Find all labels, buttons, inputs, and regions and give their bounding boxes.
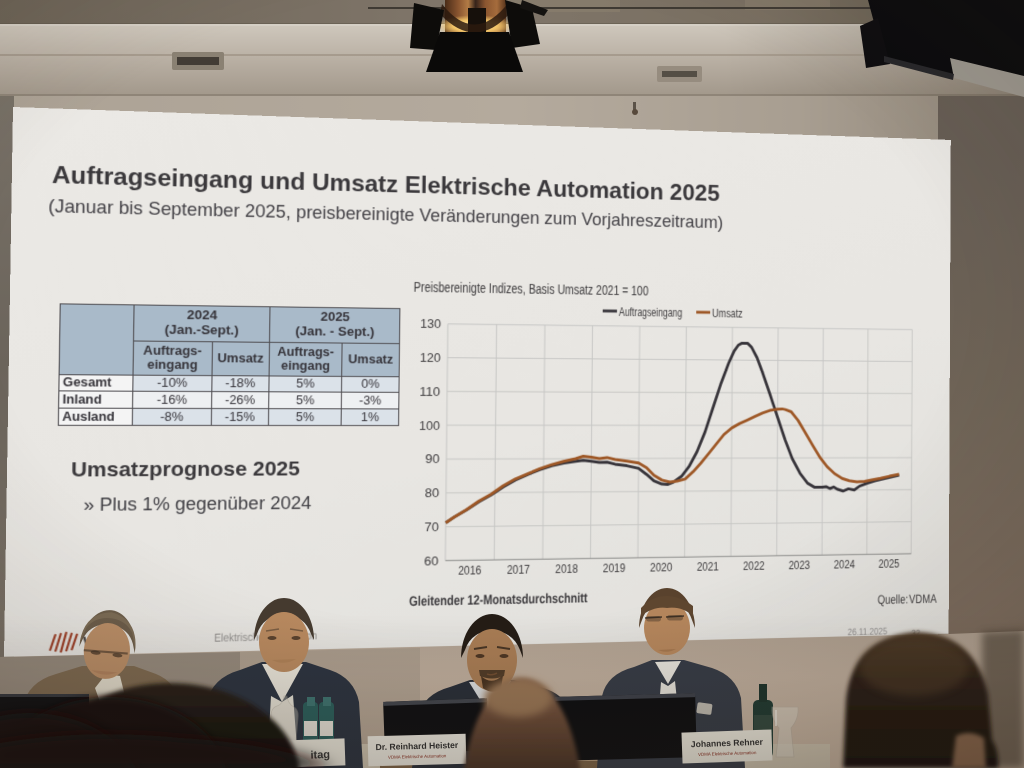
svg-text:2016: 2016: [458, 563, 481, 578]
svg-text:2025: 2025: [878, 557, 899, 571]
svg-text:100: 100: [419, 418, 440, 433]
svg-text:2018: 2018: [555, 562, 578, 577]
svg-text:Umsatz: Umsatz: [712, 307, 743, 321]
svg-text:Dr. Reinhard Heister: Dr. Reinhard Heister: [375, 740, 459, 752]
svg-text:VDMA Elektrische Automation: VDMA Elektrische Automation: [388, 753, 447, 760]
svg-text:90: 90: [425, 452, 440, 467]
svg-text:2024: 2024: [834, 558, 855, 573]
svg-text:2023: 2023: [789, 558, 811, 573]
svg-text:80: 80: [425, 486, 440, 501]
svg-text:2019: 2019: [603, 561, 626, 576]
svg-text:2017: 2017: [507, 562, 530, 577]
svg-text:120: 120: [420, 351, 441, 366]
svg-text:2022: 2022: [743, 559, 765, 574]
svg-text:Johannes Rehner: Johannes Rehner: [691, 737, 764, 750]
svg-text:70: 70: [424, 520, 439, 535]
svg-text:Preisbereinigte Indizes, Basis: Preisbereinigte Indizes, Basis Umsatz 20…: [414, 280, 649, 299]
svg-text:VDMA Elektrische Automation: VDMA Elektrische Automation: [698, 750, 757, 757]
svg-text:itag: itag: [310, 749, 330, 762]
svg-text:Auftragseingang: Auftragseingang: [619, 306, 682, 320]
svg-text:60: 60: [424, 554, 439, 569]
svg-text:130: 130: [420, 317, 441, 332]
svg-text:110: 110: [419, 385, 440, 400]
svg-text:2021: 2021: [697, 560, 719, 575]
svg-text:2020: 2020: [650, 560, 672, 575]
